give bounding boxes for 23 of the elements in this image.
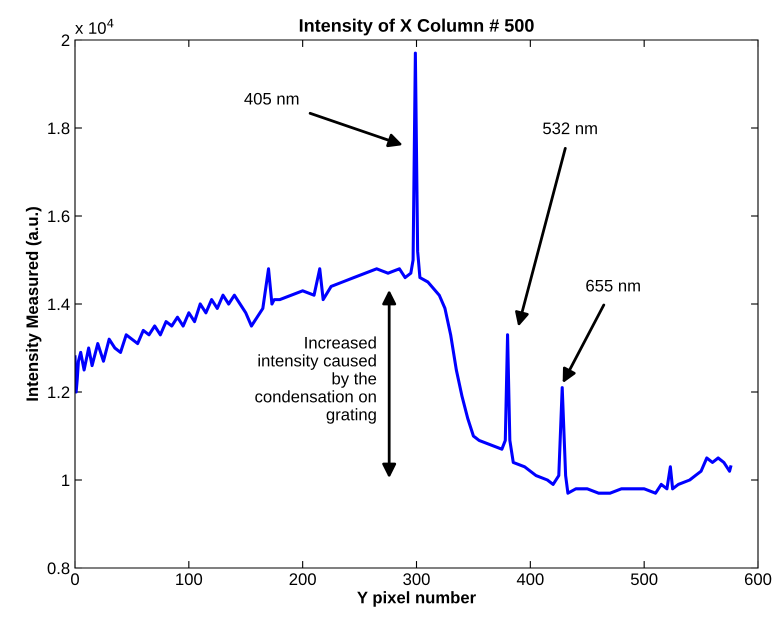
y-tick-label: 1.6: [48, 210, 70, 222]
y-tick-label: 0.8: [48, 562, 70, 574]
annotation: 655 nm: [586, 280, 640, 292]
line-series: [75, 52, 732, 495]
y-tick-label: 1: [62, 474, 70, 486]
x-tick-label: 100: [176, 573, 202, 586]
x-tick-label: 600: [744, 573, 772, 586]
y-tick-label: 1.8: [48, 122, 70, 134]
x-axis-title: Y pixel number: [357, 591, 476, 607]
y-tick-label: 1.2: [48, 386, 70, 398]
annotation: 532 nm: [543, 122, 597, 134]
chart-title: Intensity of X Column # 500: [300, 18, 534, 36]
x-tick-label: 200: [290, 573, 316, 586]
annotation: 405 nm: [244, 92, 298, 105]
y-tick-label: 2: [62, 34, 70, 46]
y-axis-title: Intensity Measured (a.u.): [26, 207, 42, 401]
x-tick-label: 0: [71, 573, 79, 586]
x-tick-label: 400: [516, 573, 544, 586]
x-tick-label: 500: [630, 573, 658, 586]
x-tick-label: 300: [403, 573, 430, 586]
text: x 10$^{4}$: [75, 18, 114, 34]
annotation: Increased intensity caused by the condensation on grating: [255, 336, 376, 424]
y-tick-label: 1.4: [48, 298, 70, 310]
